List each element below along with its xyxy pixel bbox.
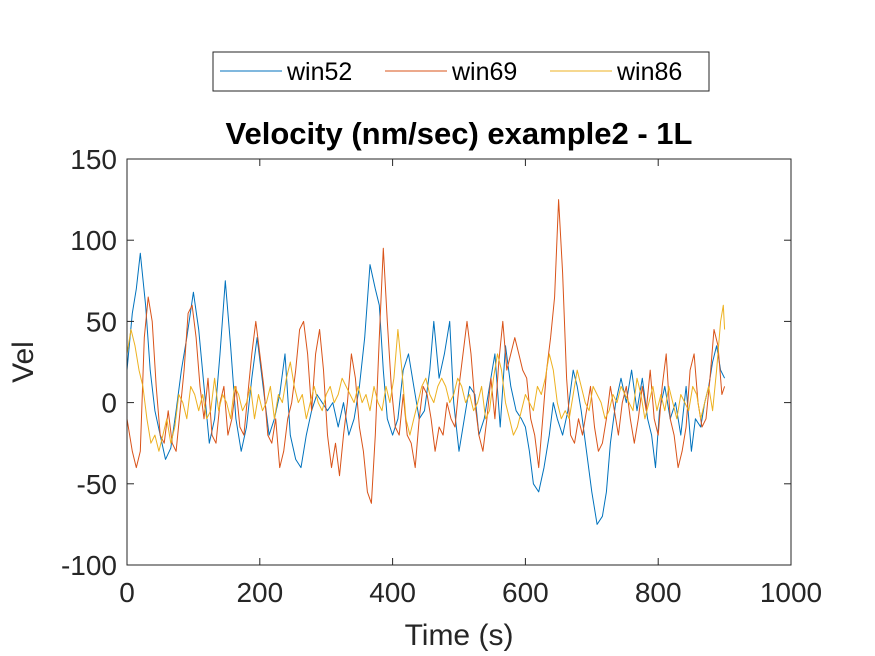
x-tick-label-800: 800 [635,577,682,608]
x-axis-label: Time (s) [405,619,514,652]
legend-box [212,51,710,92]
series-line-win86 [126,304,726,452]
y-tick-label--50: -50 [77,469,117,500]
x-tick-label-400: 400 [369,577,416,608]
legend-label-win52: win52 [286,58,352,86]
axes-layer [126,158,792,566]
y-axis-label: Vel [7,341,40,383]
y-tick-label-150: 150 [70,144,117,175]
tick-layer: 0 200 400 600 800 1000 -100 -50 0 50 100 150 [61,144,822,608]
legend-label-win86: win86 [616,58,682,86]
plot-frame [126,158,792,566]
x-tick-label-0: 0 [119,577,135,608]
x-tick-label-200: 200 [236,577,283,608]
y-tick-label--100: -100 [61,550,117,581]
series-line-win69 [126,199,726,504]
legend-label-win69: win69 [451,58,517,86]
plot-area [127,159,791,565]
series-line-win52 [126,252,726,525]
y-tick-label-100: 100 [70,225,117,256]
x-tick-label-600: 600 [502,577,549,608]
y-tick-label-0: 0 [101,388,117,419]
chart-title: Velocity (nm/sec) example2 - 1L [226,116,693,151]
x-tick-label-1000: 1000 [760,577,822,608]
y-tick-label-50: 50 [86,306,117,337]
legend[interactable]: win52 win69 win86 [212,51,710,92]
series-layer [126,199,726,525]
